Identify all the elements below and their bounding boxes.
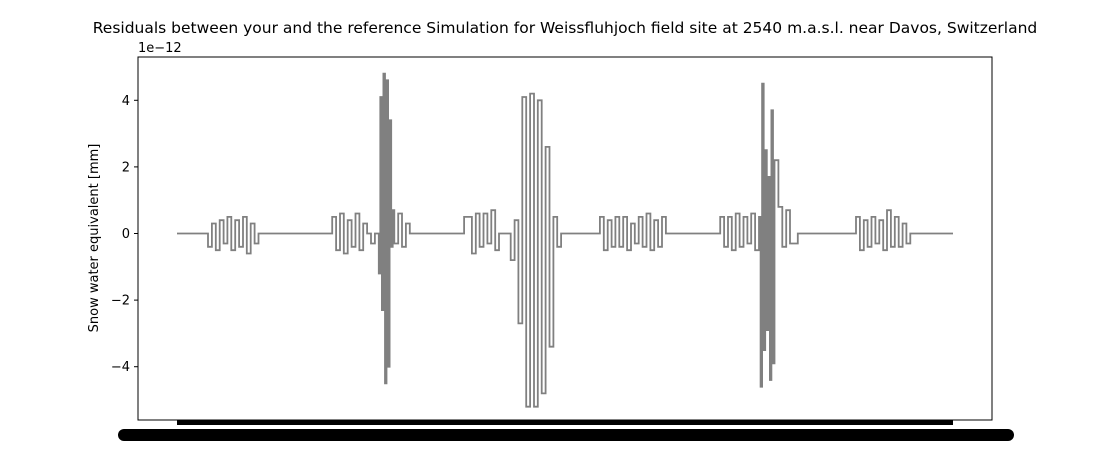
y-tick-label: 0 [122,227,130,242]
x-tick-labels-overlap [118,429,1014,441]
y-tick-label: 2 [122,160,130,175]
y-tick-label: 4 [122,94,130,109]
y-axis-ticks: −4 −2 0 2 4 [111,94,138,375]
y-axis-label: Snow water equivalent [mm] [87,144,102,333]
residual-series-line [177,72,953,408]
axes-frame [137,56,993,421]
x-tick-marks-band [177,420,953,425]
chart-title: Residuals between your and the reference… [93,19,1038,37]
y-axis-scale-label: 1e−12 [138,41,182,56]
y-tick-label: −2 [111,294,130,309]
x-axis-tick-labels-band [118,420,1014,441]
y-tick-label: −4 [111,360,130,375]
plot-area [177,72,953,408]
